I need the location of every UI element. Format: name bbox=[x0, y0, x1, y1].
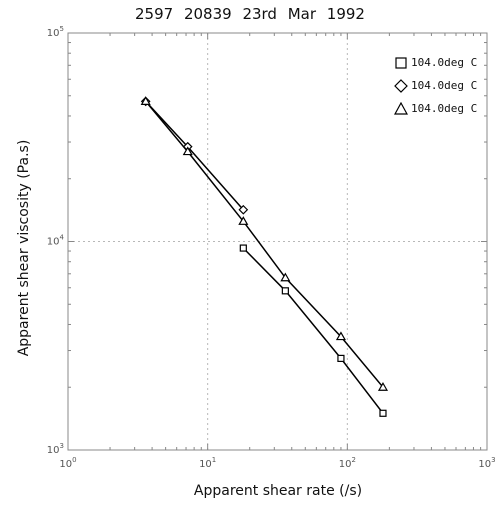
y-axis-label: Apparent shear viscosity (Pa.s) bbox=[16, 139, 32, 357]
series-line-triangle bbox=[145, 100, 384, 388]
data-point-square bbox=[337, 354, 345, 362]
data-point-square bbox=[281, 287, 289, 295]
diamond-marker-icon bbox=[394, 78, 408, 93]
legend-item-triangle: 104.0deg C bbox=[394, 97, 477, 120]
data-point-square bbox=[239, 244, 247, 252]
data-point-triangle bbox=[140, 96, 151, 105]
chart-title: 2597 20839 23rd Mar 1992 bbox=[135, 5, 365, 23]
legend-label: 104.0deg C bbox=[411, 79, 478, 92]
series-line-diamond bbox=[145, 100, 244, 211]
data-point-triangle bbox=[280, 272, 291, 282]
x-axis-label: Apparent shear rate (/s) bbox=[193, 483, 363, 499]
y-tick-label: 105 bbox=[47, 25, 64, 39]
series-line-square bbox=[242, 247, 384, 414]
legend-label: 104.0deg C bbox=[411, 56, 478, 69]
x-tick-label: 101 bbox=[199, 456, 216, 470]
data-point-square bbox=[379, 409, 387, 417]
x-tick-label: 102 bbox=[339, 456, 356, 470]
data-point-diamond bbox=[238, 204, 249, 215]
data-point-triangle bbox=[182, 146, 193, 156]
data-point-triangle bbox=[238, 216, 249, 225]
y-tick-label: 103 bbox=[47, 442, 64, 456]
triangle-marker-icon bbox=[394, 101, 408, 116]
square-marker-icon bbox=[394, 56, 408, 70]
x-tick-label: 103 bbox=[478, 456, 495, 470]
legend-item-square: 104.0deg C bbox=[394, 51, 477, 74]
y-tick-label: 104 bbox=[47, 234, 65, 248]
legend: 104.0deg C 104.0deg C 104.0deg C bbox=[394, 51, 477, 120]
data-point-triangle bbox=[377, 382, 389, 391]
data-point-triangle bbox=[335, 331, 346, 341]
legend-label: 104.0deg C bbox=[411, 102, 478, 115]
x-tick-label: 100 bbox=[59, 456, 76, 470]
legend-item-diamond: 104.0deg C bbox=[394, 74, 477, 97]
